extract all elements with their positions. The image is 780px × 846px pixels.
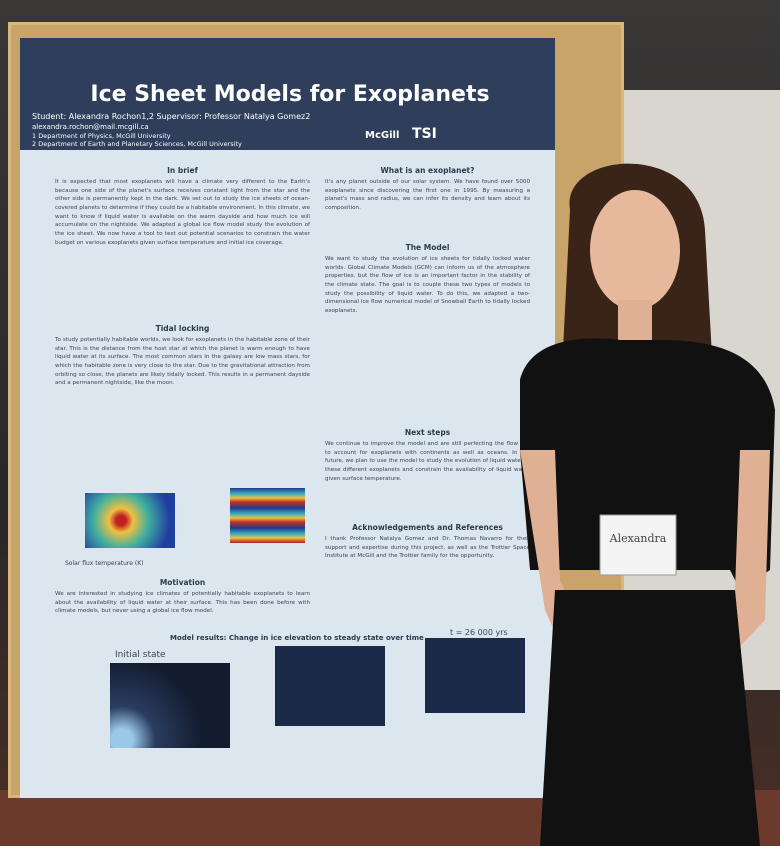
neck (618, 300, 652, 345)
section-heading: Acknowledgements and References (352, 523, 503, 532)
panel-label: t = 26 000 yrs (450, 628, 508, 637)
affiliation: 1 Department of Physics, McGill Universi… (32, 132, 171, 140)
section-text: It is expected that most exoplanets will… (55, 179, 310, 246)
logo: TSI (412, 126, 437, 142)
section-text: To study potentially habitable worlds, w… (55, 337, 310, 387)
name-badge (599, 514, 677, 576)
axis-label: Solar flux temperature (K) (65, 560, 144, 567)
section: The Model We want to study the evolution … (325, 243, 530, 316)
section: Motivation We are interested in studying … (55, 578, 310, 616)
section-text: We continue to improve the model and are… (325, 441, 530, 482)
section-heading: What is an exoplanet? (380, 166, 475, 175)
section-heading: Next steps (404, 428, 451, 437)
section-text: We want to study the evolution of ice sh… (325, 256, 530, 314)
section-text: It's any planet outside of our solar sys… (325, 179, 530, 211)
email: alexandra.rochon@mail.mcgill.ca (32, 123, 149, 131)
arm (660, 450, 770, 710)
results-heading: Model results: Change in ice elevation t… (170, 634, 424, 642)
face (590, 190, 680, 310)
affiliation: 2 Department of Earth and Planetary Scie… (32, 140, 242, 148)
section-text: I thank Professor Natalya Gomez and Dr. … (325, 536, 530, 560)
section-heading: In brief (167, 166, 198, 175)
figure-map (85, 493, 175, 548)
badge-name: Alexandra (609, 532, 667, 545)
poster-title: Ice Sheet Models for Exoplanets (90, 82, 490, 107)
result-panel (275, 646, 385, 726)
poster: Ice Sheet Models for Exoplanets Student:… (20, 38, 555, 798)
author-line: Student: Alexandra Rochon1,2 Supervisor:… (32, 112, 311, 121)
section-heading: Motivation (159, 578, 206, 587)
section-text: We are interested in studying ice climat… (55, 591, 310, 615)
section: Acknowledgements and References I thank P… (325, 523, 530, 561)
figure-map (230, 488, 305, 543)
section: What is an exoplanet? It's any planet out… (325, 166, 530, 213)
person: Alexandra (520, 163, 775, 846)
poster-header (20, 38, 555, 150)
section-heading: Tidal locking (155, 324, 210, 333)
logo: McGill (365, 130, 400, 141)
trousers (540, 590, 760, 846)
section: Next steps We continue to improve the mod… (325, 428, 530, 483)
shirt (520, 338, 775, 590)
section-heading: The Model (405, 243, 450, 252)
result-panel (110, 663, 230, 748)
panel-label: Initial state (115, 650, 166, 660)
result-panel (425, 638, 525, 713)
section: In brief It is expected that most exoplan… (55, 166, 310, 247)
section: Tidal locking To study potentially habita… (55, 324, 310, 388)
